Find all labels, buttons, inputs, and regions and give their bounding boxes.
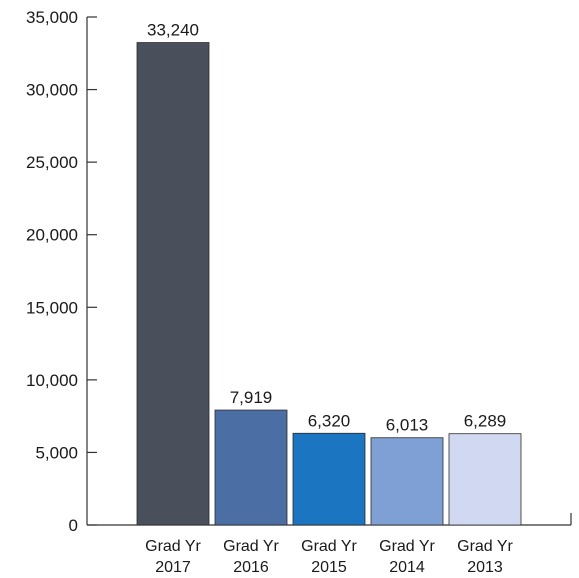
category-label-line2: 2015 — [311, 559, 347, 576]
labels: 33,240 Grad Yr 2017 7,919 Grad Yr 2016 6,320 Gr… — [145, 21, 513, 576]
bar — [214, 409, 288, 526]
bar — [292, 432, 366, 526]
y-tick-label: 0 — [69, 516, 78, 535]
category-label-line2: 2014 — [389, 559, 425, 576]
y-tick-label: 30,000 — [26, 81, 78, 100]
y-tick-label: 10,000 — [26, 371, 78, 390]
bar — [136, 42, 210, 526]
category-label-line2: 2013 — [467, 559, 503, 576]
y-tick-label: 20,000 — [26, 226, 78, 245]
category-label-line1: Grad Yr — [457, 538, 513, 555]
y-tick-label: 35,000 — [26, 8, 78, 27]
category-label-line1: Grad Yr — [379, 538, 435, 555]
bar-value-label: 6,289 — [464, 412, 507, 431]
bar-value-label: 33,240 — [147, 21, 199, 40]
bar-value-label: 6,320 — [308, 411, 351, 430]
y-tick-label: 5,000 — [35, 443, 78, 462]
bar — [448, 433, 522, 526]
bars — [136, 42, 522, 526]
bar — [370, 437, 444, 526]
category-label-line1: Grad Yr — [145, 538, 201, 555]
category-label-line1: Grad Yr — [223, 538, 279, 555]
category-label-line2: 2016 — [233, 559, 269, 576]
axes: 0 5,000 10,000 15,000 20,000 25,000 30,000 35,0… — [26, 8, 572, 535]
category-label-line1: Grad Yr — [301, 538, 357, 555]
y-tick-label: 15,000 — [26, 298, 78, 317]
bar-value-label: 7,919 — [230, 388, 273, 407]
y-tick-label: 25,000 — [26, 153, 78, 172]
bar-value-label: 6,013 — [386, 416, 429, 435]
category-label-line2: 2017 — [155, 559, 191, 576]
